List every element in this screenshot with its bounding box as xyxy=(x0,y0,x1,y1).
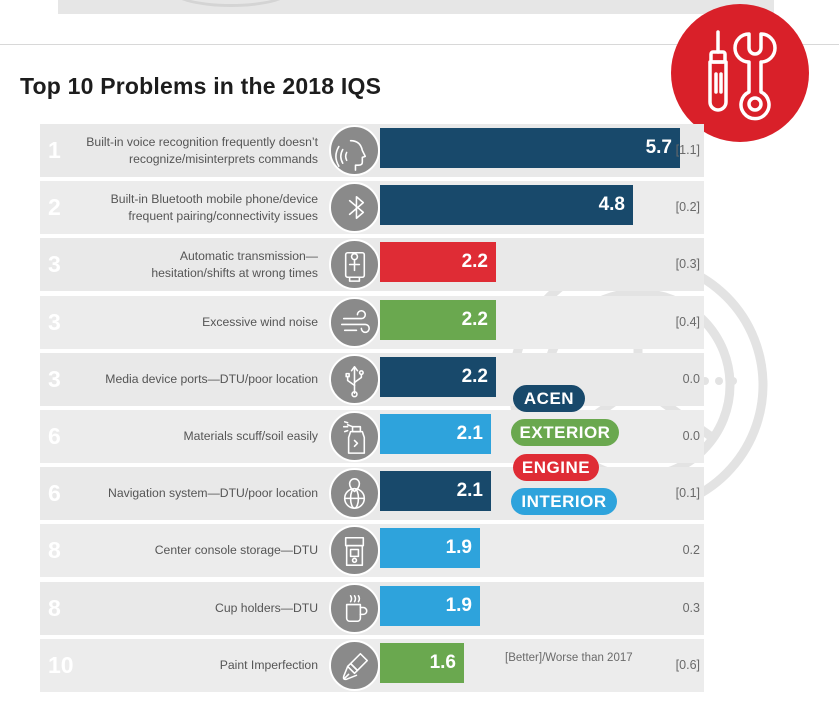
bar xyxy=(380,128,680,168)
delta-value: [1.1] xyxy=(675,143,700,157)
delta-value: [0.1] xyxy=(675,486,700,500)
bar xyxy=(380,414,491,454)
delta-value: 0.2 xyxy=(682,543,700,557)
table-row: 3 Automatic transmission— hesitation/shift… xyxy=(40,238,704,291)
usb-icon xyxy=(329,354,380,405)
spray-bottle-icon xyxy=(329,411,380,462)
problem-label-line: Cup holders—DTU xyxy=(215,601,318,615)
problem-label: Center console storage—DTU xyxy=(155,524,318,577)
problem-label-line: hesitation/shifts at wrong times xyxy=(151,265,318,280)
bar-value-label: 4.8 xyxy=(598,194,625,215)
problem-label-line: recognize/misinterprets commands xyxy=(129,151,318,166)
bar xyxy=(380,185,633,225)
bar-value-label: 1.9 xyxy=(445,595,472,616)
legend-item-exterior: EXTERIOR xyxy=(511,419,619,446)
bar xyxy=(380,471,491,511)
bar xyxy=(380,586,480,626)
tools-badge xyxy=(671,4,809,142)
legend-item-engine: ENGINE xyxy=(513,454,599,481)
wind-icon xyxy=(329,297,380,348)
problem-label-line: Paint Imperfection xyxy=(219,658,318,672)
problem-label: Built-in Bluetooth mobile phone/device fr… xyxy=(111,181,318,234)
bar-value-label: 2.1 xyxy=(456,480,483,501)
delta-value: [0.3] xyxy=(675,257,700,271)
legend-item-interior: INTERIOR xyxy=(511,488,617,515)
bar-value-label: 2.2 xyxy=(461,366,488,387)
problem-label-line: frequent pairing/connectivity issues xyxy=(128,208,318,223)
problem-label-line: Materials scuff/soil easily xyxy=(183,429,318,443)
chart-title: Top 10 Problems in the 2018 IQS xyxy=(20,73,382,99)
problem-label-line: Built-in voice recognition frequently do… xyxy=(86,134,318,149)
console-storage-icon xyxy=(329,525,380,576)
problem-label: Excessive wind noise xyxy=(202,296,318,349)
legend-item-acen: ACEN xyxy=(513,385,585,412)
bluetooth-icon xyxy=(329,182,380,233)
bar xyxy=(380,242,496,282)
problem-label: Paint Imperfection xyxy=(220,639,318,692)
problem-label: Cup holders—DTU xyxy=(215,582,318,635)
gear-shifter-icon xyxy=(329,239,380,290)
bar-value-label: 1.6 xyxy=(429,652,456,673)
problem-label-line: Excessive wind noise xyxy=(202,315,318,329)
bar xyxy=(380,300,496,340)
rank-number: 6 xyxy=(48,480,61,506)
rank-number: 6 xyxy=(48,423,61,449)
globe-pin-icon xyxy=(329,468,380,519)
problem-label: Media device ports—DTU/poor location xyxy=(105,353,318,406)
rank-number: 8 xyxy=(48,595,61,621)
table-row: 3 Media device ports—DTU/poor location 2.2… xyxy=(40,353,704,406)
screwdriver-wrench-icon xyxy=(708,30,777,121)
delta-value: 0.3 xyxy=(682,601,700,615)
table-row: 8 Cup holders—DTU 1.9 0.3 xyxy=(40,582,704,635)
paint-brush-icon xyxy=(329,640,380,691)
delta-note: [Better]/Worse than 2017 xyxy=(505,652,633,664)
problem-label-line: Center console storage—DTU xyxy=(154,543,318,557)
delta-value: [0.6] xyxy=(675,658,700,672)
table-row: 2 Built-in Bluetooth mobile phone/device f… xyxy=(40,181,704,234)
rank-number: 3 xyxy=(48,251,61,277)
delta-value: [0.2] xyxy=(675,200,700,214)
top-panel-fragment xyxy=(58,0,774,14)
table-row: 1 Built-in voice recognition frequently d… xyxy=(40,124,704,177)
problem-label-line: Navigation system—DTU/poor location xyxy=(108,486,318,500)
bar-value-label: 2.2 xyxy=(461,251,488,272)
rank-number: 2 xyxy=(48,194,61,220)
rank-number: 8 xyxy=(48,537,61,563)
rank-number: 3 xyxy=(48,309,61,335)
problem-label: Navigation system—DTU/poor location xyxy=(108,467,318,520)
bar-value-label: 2.2 xyxy=(461,309,488,330)
bar-value-label: 1.9 xyxy=(445,537,472,558)
bar-value-label: 2.1 xyxy=(456,423,483,444)
delta-value: [0.4] xyxy=(675,315,700,329)
problem-label: Built-in voice recognition frequently do… xyxy=(86,124,318,177)
problem-label-line: Media device ports—DTU/poor location xyxy=(105,372,318,386)
bar xyxy=(380,528,480,568)
delta-value: 0.0 xyxy=(682,372,700,386)
problem-label-line: Automatic transmission— xyxy=(179,248,318,263)
rank-number: 10 xyxy=(48,652,74,678)
rank-number: 1 xyxy=(48,137,61,163)
rank-number: 3 xyxy=(48,366,61,392)
bar-value-label: 5.7 xyxy=(645,137,672,158)
problem-label: Automatic transmission— hesitation/shifts… xyxy=(151,238,318,291)
problem-label: Materials scuff/soil easily xyxy=(183,410,318,463)
cup-icon xyxy=(329,583,380,634)
section-divider xyxy=(0,44,839,45)
bar xyxy=(380,643,464,683)
problem-label-line: Built-in Bluetooth mobile phone/device xyxy=(110,191,318,206)
bar xyxy=(380,357,496,397)
delta-value: 0.0 xyxy=(682,429,700,443)
table-row: 8 Center console storage—DTU 1.9 0.2 xyxy=(40,524,704,577)
table-row: 10 Paint Imperfection 1.6 [0.6] xyxy=(40,639,704,692)
table-row: 3 Excessive wind noise 2.2 [0.4] xyxy=(40,296,704,349)
voice-recognition-icon xyxy=(329,125,380,176)
